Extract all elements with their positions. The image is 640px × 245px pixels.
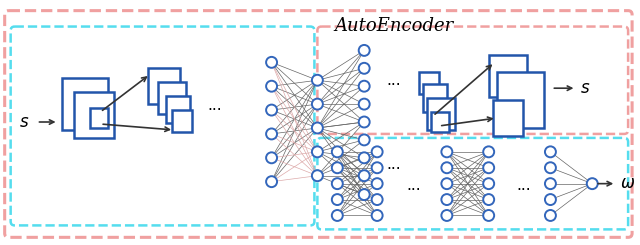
Circle shape: [483, 194, 494, 205]
Text: $s$: $s$: [580, 80, 591, 97]
Circle shape: [358, 135, 370, 145]
Circle shape: [312, 75, 323, 86]
Circle shape: [358, 45, 370, 56]
FancyBboxPatch shape: [423, 84, 447, 112]
Circle shape: [545, 178, 556, 189]
Circle shape: [312, 170, 323, 181]
Text: ...: ...: [387, 73, 401, 88]
Circle shape: [358, 81, 370, 92]
FancyBboxPatch shape: [489, 55, 527, 97]
Circle shape: [483, 178, 494, 189]
Circle shape: [312, 122, 323, 134]
FancyBboxPatch shape: [172, 110, 192, 132]
Circle shape: [483, 162, 494, 173]
Circle shape: [312, 99, 323, 110]
FancyBboxPatch shape: [166, 96, 190, 123]
Circle shape: [266, 81, 277, 92]
Circle shape: [358, 170, 370, 181]
FancyBboxPatch shape: [158, 82, 186, 114]
Circle shape: [372, 194, 383, 205]
Circle shape: [266, 176, 277, 187]
Circle shape: [358, 152, 370, 163]
FancyBboxPatch shape: [90, 108, 108, 128]
Text: ...: ...: [406, 178, 421, 193]
FancyBboxPatch shape: [427, 98, 455, 130]
Circle shape: [483, 210, 494, 221]
Text: AutoEncoder: AutoEncoder: [335, 17, 454, 35]
Circle shape: [332, 162, 343, 173]
Text: $\omega$: $\omega$: [620, 175, 636, 192]
Circle shape: [372, 146, 383, 157]
Circle shape: [266, 105, 277, 116]
Circle shape: [372, 210, 383, 221]
Circle shape: [442, 210, 452, 221]
Circle shape: [442, 194, 452, 205]
Circle shape: [266, 152, 277, 163]
Circle shape: [358, 63, 370, 74]
Circle shape: [372, 162, 383, 173]
Circle shape: [442, 146, 452, 157]
FancyBboxPatch shape: [63, 78, 108, 130]
Circle shape: [312, 146, 323, 157]
Circle shape: [442, 178, 452, 189]
FancyBboxPatch shape: [74, 92, 114, 138]
Circle shape: [545, 162, 556, 173]
Circle shape: [358, 99, 370, 110]
Circle shape: [358, 189, 370, 200]
Circle shape: [545, 210, 556, 221]
FancyBboxPatch shape: [419, 72, 439, 94]
Circle shape: [483, 146, 494, 157]
Circle shape: [332, 194, 343, 205]
Circle shape: [358, 117, 370, 127]
Text: ...: ...: [516, 178, 531, 193]
FancyBboxPatch shape: [148, 68, 180, 104]
Circle shape: [442, 162, 452, 173]
FancyBboxPatch shape: [431, 112, 449, 132]
FancyBboxPatch shape: [497, 72, 545, 128]
Circle shape: [372, 178, 383, 189]
Circle shape: [545, 194, 556, 205]
Circle shape: [266, 57, 277, 68]
Text: ...: ...: [207, 98, 222, 113]
Circle shape: [332, 146, 343, 157]
Circle shape: [266, 128, 277, 139]
FancyBboxPatch shape: [493, 100, 522, 136]
Circle shape: [545, 146, 556, 157]
Text: ...: ...: [387, 157, 401, 172]
Circle shape: [587, 178, 598, 189]
Circle shape: [332, 210, 343, 221]
Circle shape: [332, 178, 343, 189]
Text: $s$: $s$: [19, 113, 29, 131]
